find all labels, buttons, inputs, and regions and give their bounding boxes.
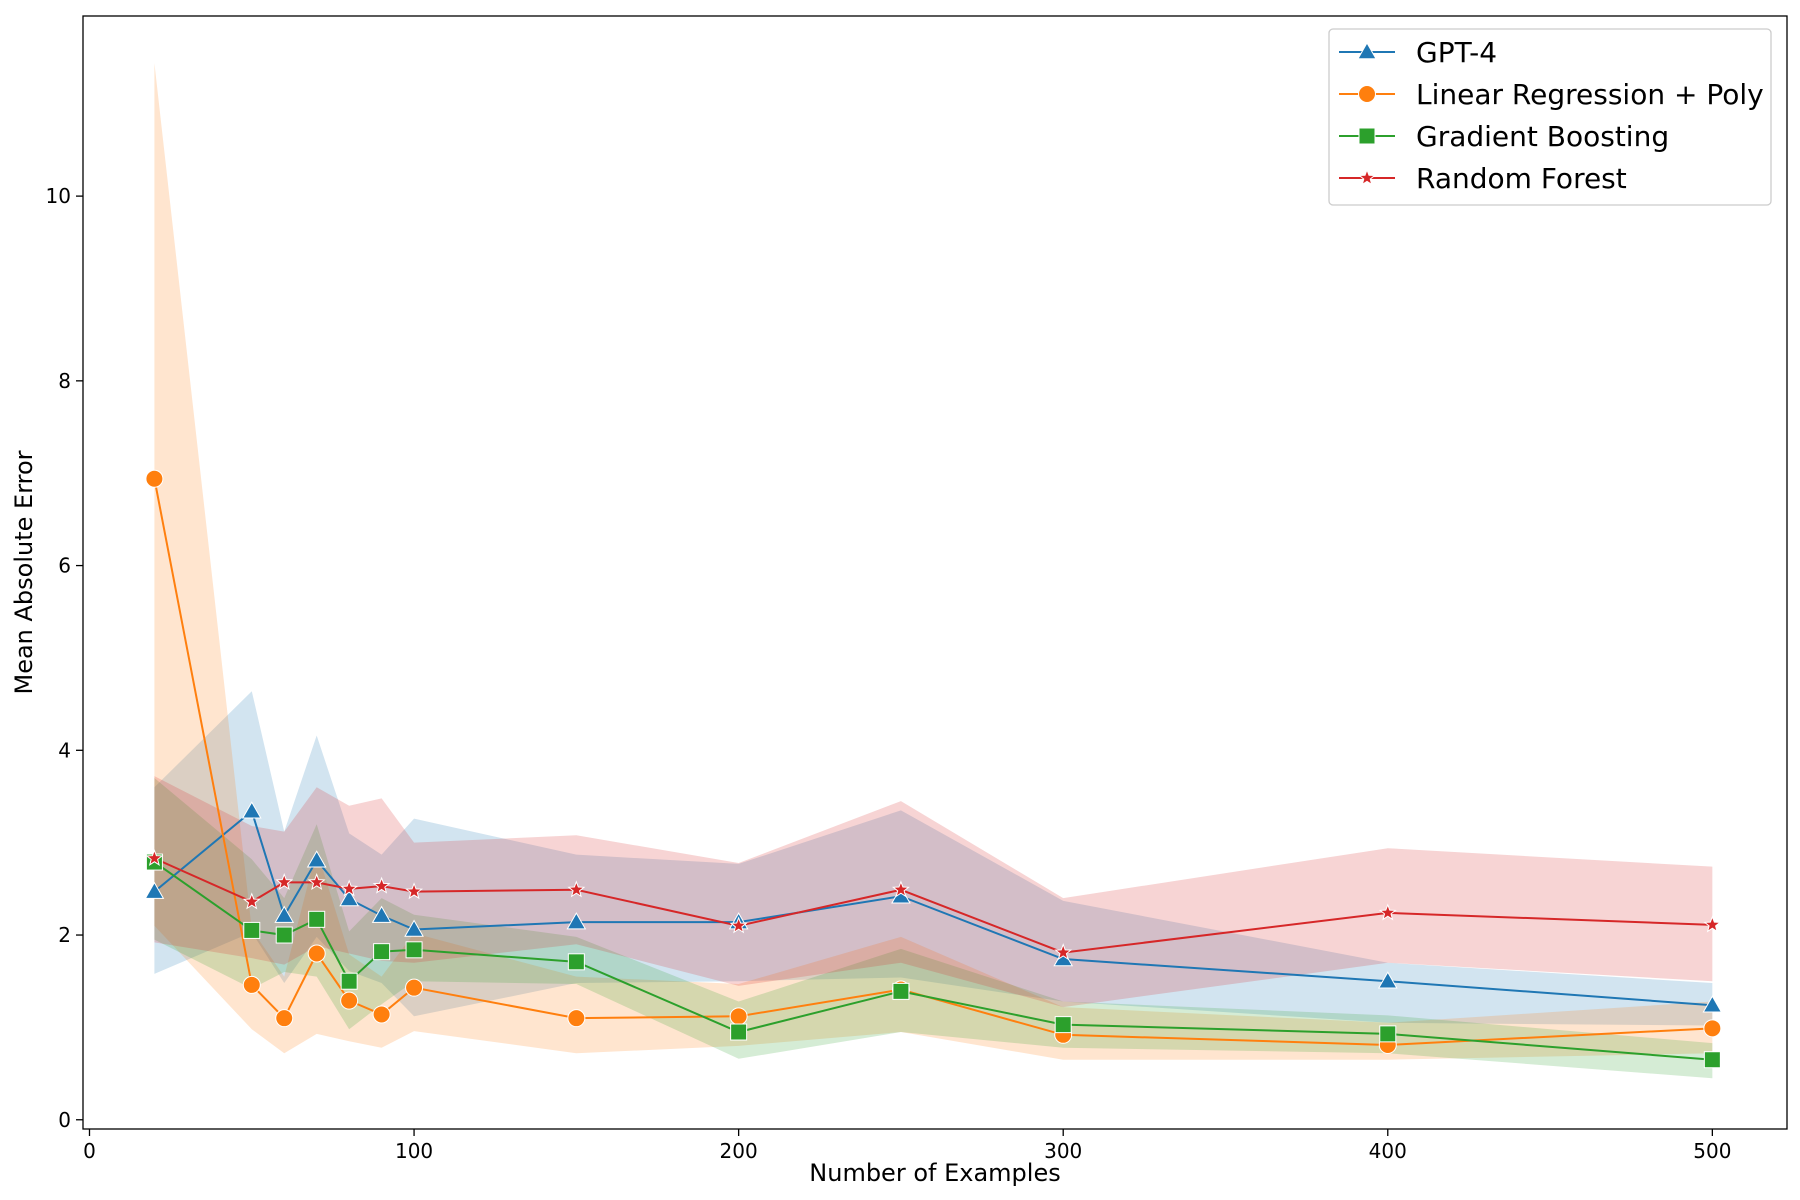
random-forest-point (372, 876, 391, 894)
random-forest-point (891, 880, 910, 898)
random-forest-point (275, 872, 294, 890)
linear-regression-poly-point (1703, 1019, 1722, 1038)
confidence-bands (154, 63, 1713, 1079)
gradient-boosting-point (1379, 1025, 1397, 1043)
x-tick-label: 500 (1693, 1139, 1731, 1163)
series-markers (144, 469, 1723, 1069)
gpt-4-point (371, 905, 392, 923)
y-tick-label: 0 (58, 1108, 71, 1132)
x-tick-label: 100 (395, 1139, 433, 1163)
legend-label-gradient-boosting: Gradient Boosting (1416, 120, 1669, 153)
random-forest-point (145, 848, 164, 866)
plot-frame (82, 15, 1788, 1130)
linear-regression-poly-point (567, 1009, 586, 1028)
x-tick-label: 300 (1044, 1139, 1082, 1163)
gpt-4-point (566, 912, 587, 930)
legend-label-gpt-4: GPT-4 (1416, 36, 1497, 69)
linear-regression-poly-confidence-band (154, 63, 1713, 1060)
random-forest-point (567, 880, 586, 898)
y-tick-label: 2 (58, 923, 71, 947)
linear-regression-poly-point (307, 944, 326, 963)
legend-label-random-forest: Random Forest (1416, 162, 1627, 195)
gpt-4-point (404, 919, 424, 937)
gradient-boosting-point (1703, 1051, 1721, 1069)
random-forest-point (1703, 915, 1722, 933)
random-forest-point (1378, 903, 1397, 921)
gradient-boosting-point (730, 1023, 748, 1041)
gradient-boosting-point (892, 982, 910, 1000)
linear-regression-poly-point (405, 978, 424, 997)
axes: 0 100 200 300 400 500 0 2 4 6 8 10 (46, 15, 1788, 1163)
y-tick-label: 10 (46, 184, 71, 208)
gradient-boosting-point (243, 921, 261, 939)
random-forest-point (340, 879, 359, 897)
gradient-boosting-point (308, 910, 326, 928)
gpt-4-point (1702, 995, 1723, 1013)
random-forest-point (729, 916, 748, 934)
linear-regression-poly-point (242, 975, 261, 994)
y-axis-title: Mean Absolute Error (10, 450, 38, 694)
gpt-4-point (241, 801, 262, 819)
random-forest-point (1054, 943, 1073, 961)
gradient-boosting-point (373, 943, 391, 961)
legend-marker-gradient-boosting (1358, 127, 1376, 145)
gradient-boosting-point (405, 941, 423, 959)
y-tick-label: 8 (58, 369, 71, 393)
random-forest-point (405, 882, 424, 900)
gradient-boosting-point (1054, 1016, 1072, 1034)
gpt-4-point (274, 905, 295, 923)
x-tick-label: 0 (83, 1139, 96, 1163)
gpt-4-point (1377, 971, 1398, 989)
random-forest-point (242, 892, 261, 910)
x-tick-label: 200 (720, 1139, 758, 1163)
linear-regression-poly-point (275, 1009, 294, 1028)
linear-regression-poly-point (340, 991, 359, 1010)
legend-marker-random-forest (1358, 168, 1376, 186)
gradient-boosting-point (567, 953, 585, 971)
x-tick-label: 400 (1369, 1139, 1407, 1163)
legend: GPT-4 Linear Regression + Poly Gradient Bo… (1328, 28, 1772, 206)
linear-regression-poly-point (372, 1005, 391, 1024)
y-tick-label: 6 (58, 554, 71, 578)
gradient-boosting-point (340, 972, 358, 990)
y-tick-label: 4 (58, 738, 71, 762)
legend-marker-gpt-4 (1357, 41, 1377, 60)
gpt-4-point (144, 881, 165, 899)
gpt-4-confidence-band (154, 691, 1713, 1026)
x-axis-title: Number of Examples (809, 1159, 1060, 1187)
gpt-4-point (306, 850, 327, 868)
legend-label-linear-regression-poly: Linear Regression + Poly (1416, 78, 1764, 111)
gpt-4-point (339, 889, 360, 907)
linear-regression-poly-point (145, 469, 164, 488)
linear-regression-poly-point (729, 1007, 748, 1026)
random-forest-confidence-band (154, 776, 1713, 1008)
gradient-boosting-point (275, 926, 293, 944)
legend-marker-linear-regression-poly (1358, 85, 1376, 103)
random-forest-point (307, 872, 326, 890)
legend-box (1328, 28, 1772, 206)
